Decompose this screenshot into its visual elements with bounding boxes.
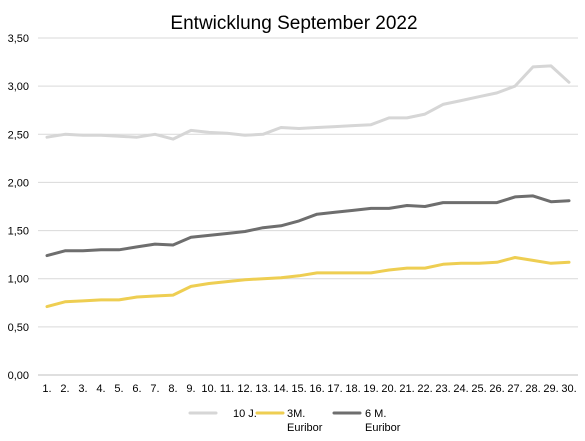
- x-tick-label: 20.: [381, 383, 396, 395]
- x-tick-label: 16.: [309, 383, 324, 395]
- x-tick-label: 12.: [237, 383, 252, 395]
- y-tick-label: 2,50: [8, 129, 29, 141]
- series-lines: [45, 64, 571, 309]
- series-line: [45, 194, 571, 258]
- legend-label: 3M.: [287, 408, 305, 420]
- x-tick-label: 7.: [150, 383, 159, 395]
- x-tick-label: 8.: [168, 383, 177, 395]
- x-tick-label: 24.: [453, 383, 468, 395]
- x-tick-label: 6.: [132, 383, 141, 395]
- x-tick-label: 11.: [220, 383, 234, 395]
- y-tick-label: 3,00: [8, 81, 29, 93]
- series-line: [45, 256, 571, 309]
- x-tick-label: 30.: [561, 383, 576, 395]
- x-tick-label: 23.: [435, 383, 450, 395]
- x-tick-label: 27.: [507, 383, 522, 395]
- x-tick-label: 14.: [273, 383, 288, 395]
- legend-label: 10 J.: [233, 408, 257, 420]
- x-tick-label: 18.: [345, 383, 360, 395]
- y-tick-label: 0,00: [8, 370, 29, 382]
- gridlines: [38, 37, 578, 376]
- x-axis-ticks: 1. 2. 3. 4. 5. 6. 7. 8. 9. 10. 11. 12. 13. 14. 15. 16. 1…: [42, 383, 576, 395]
- legend-label: Euribor: [287, 422, 323, 434]
- series-line: [45, 64, 571, 141]
- x-tick-label: 4.: [96, 383, 105, 395]
- x-tick-label: 25.: [471, 383, 486, 395]
- x-tick-label: 28.: [525, 383, 540, 395]
- y-tick-label: 3,50: [8, 33, 29, 45]
- y-tick-label: 1,50: [8, 226, 29, 238]
- chart-title: Entwicklung September 2022: [170, 13, 417, 34]
- x-tick-label: 15.: [291, 383, 306, 395]
- x-tick-label: 3.: [78, 383, 87, 395]
- x-tick-label: 22.: [417, 383, 432, 395]
- x-tick-label: 26.: [489, 383, 504, 395]
- x-tick-label: 2.: [60, 383, 69, 395]
- legend: 10 J. 3M. Euribor 6 M. Euribor: [188, 408, 401, 434]
- x-tick-label: 10.: [201, 383, 216, 395]
- x-tick-label: 5.: [114, 383, 123, 395]
- y-axis-ticks: 0,00 0,50 1,00 1,50 2,00 2,50 3,00 3,50: [8, 33, 29, 382]
- legend-label: 6 M.: [365, 408, 386, 420]
- y-tick-label: 0,50: [8, 322, 29, 334]
- x-tick-label: 29.: [543, 383, 558, 395]
- y-tick-label: 1,00: [8, 274, 29, 286]
- x-tick-label: 1.: [42, 383, 51, 395]
- x-tick-label: 13.: [255, 383, 270, 395]
- x-tick-label: 21.: [399, 383, 414, 395]
- x-tick-label: 17.: [327, 383, 342, 395]
- x-tick-label: 9.: [186, 383, 195, 395]
- legend-label: Euribor: [365, 422, 401, 434]
- y-tick-label: 2,00: [8, 177, 29, 189]
- x-tick-label: 19.: [363, 383, 378, 395]
